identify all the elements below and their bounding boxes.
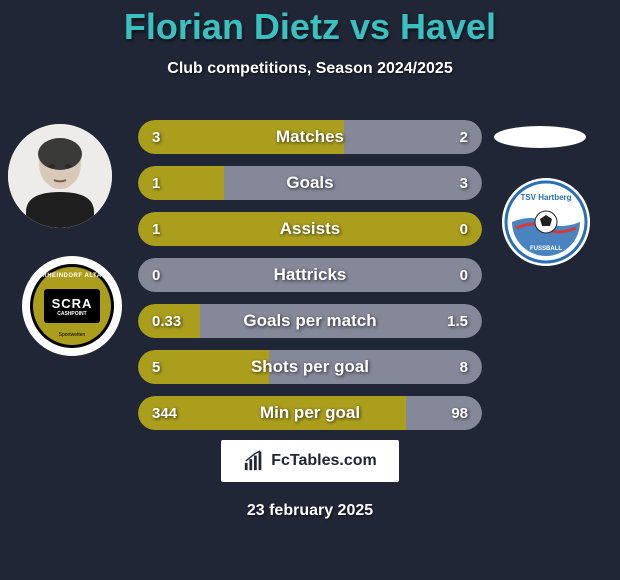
stat-label: Goals [138,173,482,193]
stat-row: Goals1 3 [138,166,482,200]
stat-label: Goals per match [138,311,482,331]
club-right-badge-icon: TSV Hartberg FUSSBALL [502,178,590,266]
stat-value-left: 5 [152,359,160,376]
footer-brand[interactable]: FcTables.com [221,440,399,482]
club-left-top-text: RHEINDORF ALTA [42,273,101,279]
player-right-avatar [494,126,586,148]
stat-value-right: 8 [460,359,468,376]
stat-value-right: 2 [460,129,468,146]
player-silhouette-icon [8,124,112,228]
stat-value-left: 1 [152,221,160,238]
chart-icon [243,450,265,472]
stat-label: Hattricks [138,265,482,285]
stat-value-right: 0 [460,267,468,284]
comparison-card: Florian Dietz vs Havel Club competitions… [0,0,620,580]
stat-label: Shots per goal [138,357,482,377]
footer-brand-text: FcTables.com [271,452,377,470]
stat-value-left: 0.33 [152,313,181,330]
stat-row: Shots per goal5 8 [138,350,482,384]
club-right-text-top: TSV Hartberg [520,193,571,202]
stat-value-right: 1.5 [447,313,468,330]
stat-row: Min per goal344 98 [138,396,482,430]
stat-row: Matches3 2 [138,120,482,154]
stat-value-right: 0 [460,221,468,238]
stat-value-right: 3 [460,175,468,192]
stat-label: Min per goal [138,403,482,423]
stat-row: Hattricks0 0 [138,258,482,292]
player-left-avatar [8,124,112,228]
stats-list: Matches32Goals13Assists10Hattricks00Goal… [138,120,482,442]
club-left-box-line2: CASHPOINT [57,311,86,317]
stat-value-right: 98 [451,405,468,422]
stat-row: Assists1 0 [138,212,482,246]
club-left-box-line1: SCRA [52,296,93,311]
stat-value-left: 3 [152,129,160,146]
club-right-badge: TSV Hartberg FUSSBALL [502,178,590,266]
club-right-text-bottom: FUSSBALL [530,246,562,252]
stat-row: Goals per match0.33 1.5 [138,304,482,338]
stat-value-left: 1 [152,175,160,192]
club-left-badge: RHEINDORF ALTA SCRA CASHPOINT Sportwette… [22,256,122,356]
stat-value-left: 0 [152,267,160,284]
date-text: 23 february 2025 [0,502,620,520]
club-left-badge-inner: RHEINDORF ALTA SCRA CASHPOINT Sportwette… [30,264,114,348]
page-title: Florian Dietz vs Havel [0,0,620,48]
stat-value-left: 344 [152,405,177,422]
club-left-bottom-text: Sportwetten [59,332,86,338]
club-left-box: SCRA CASHPOINT [44,289,100,323]
subtitle: Club competitions, Season 2024/2025 [0,60,620,78]
stat-label: Matches [138,127,482,147]
stat-label: Assists [138,219,482,239]
